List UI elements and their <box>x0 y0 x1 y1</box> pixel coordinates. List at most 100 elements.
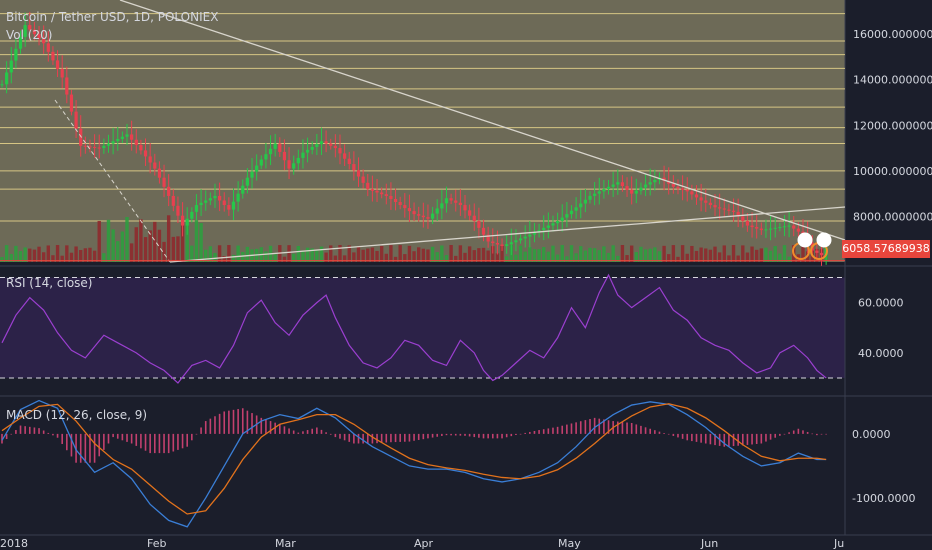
volume-bar <box>366 248 370 262</box>
volume-bar <box>495 253 500 262</box>
macd-histogram-bar <box>584 420 587 434</box>
volume-legend[interactable]: Vol (20) <box>6 28 53 42</box>
macd-histogram-bar <box>529 431 531 434</box>
candle-body <box>468 210 472 216</box>
volume-bar <box>324 252 328 262</box>
macd-histogram-bar <box>292 430 295 434</box>
candle-body <box>139 145 143 151</box>
macd-histogram-bar <box>626 422 628 434</box>
volume-bar <box>384 253 388 262</box>
macd-histogram-bar <box>283 426 286 434</box>
price-axis-tick: 14000.00000000 <box>853 74 932 87</box>
macd-histogram-bar <box>130 433 133 444</box>
candle-body <box>787 225 791 227</box>
macd-histogram-bar <box>751 433 753 445</box>
candle-body <box>171 195 175 206</box>
macd-histogram-bar <box>251 413 253 434</box>
macd-histogram-bar <box>649 428 651 434</box>
candle-body <box>352 164 356 171</box>
volume-bar <box>116 241 120 262</box>
macd-histogram-bar <box>566 424 568 434</box>
volume-bar <box>504 256 509 262</box>
macd-histogram-bar <box>760 433 763 444</box>
macd-histogram-bar <box>311 428 314 434</box>
macd-histogram-bar <box>728 433 730 447</box>
macd-histogram-bar <box>806 431 809 434</box>
macd-histogram-bar <box>153 433 156 454</box>
candle-body <box>199 202 203 206</box>
candle-body <box>282 151 287 161</box>
volume-bar <box>634 252 639 262</box>
macd-histogram-bar <box>209 418 212 434</box>
macd-histogram-bar <box>765 433 767 442</box>
idea-badge-icon <box>816 232 832 248</box>
volume-bar <box>241 251 245 262</box>
volume-bar <box>217 245 222 262</box>
macd-histogram-bar <box>126 433 128 442</box>
macd-histogram-bar <box>288 428 290 434</box>
volume-bar <box>759 248 764 262</box>
macd-line <box>1 399 827 528</box>
macd-histogram-bar <box>98 433 101 457</box>
macd-histogram-bar <box>353 433 355 444</box>
macd-histogram-bar <box>691 433 693 442</box>
candle-body <box>79 128 83 146</box>
candle-body <box>713 205 717 208</box>
macd-histogram-bar <box>348 433 351 442</box>
time-axis-tick: Ju <box>833 537 844 550</box>
candle-body <box>472 215 476 221</box>
symbol-title[interactable]: Bitcoin / Tether USD, 1D, POLONIEX <box>6 10 219 24</box>
volume-bar <box>46 245 50 262</box>
candle-body <box>505 244 509 247</box>
volume-bar <box>389 245 393 262</box>
price-axis-tick: 8000.00000000 <box>853 210 932 223</box>
volume-bar <box>213 253 217 262</box>
macd-histogram-bar <box>61 433 63 444</box>
volume-bar <box>444 255 449 262</box>
candle-body <box>671 183 675 187</box>
candle-body <box>37 34 41 39</box>
macd-histogram-bar <box>672 433 675 436</box>
candle-body <box>477 220 481 228</box>
candle-body <box>310 146 314 150</box>
macd-histogram-bar <box>533 431 536 434</box>
macd-histogram-bar <box>464 433 466 436</box>
volume-bar <box>741 245 745 262</box>
volume-bar <box>620 245 625 262</box>
volume-bar <box>166 215 171 262</box>
macd-histogram-bar <box>482 433 485 439</box>
volume-bar <box>560 245 564 262</box>
macd-legend[interactable]: MACD (12, 26, close, 9) <box>6 408 148 422</box>
candle-body <box>185 218 189 226</box>
candle-body <box>319 141 324 145</box>
candle-body <box>329 143 333 146</box>
macd-histogram-bar <box>376 433 378 444</box>
macd-histogram-bar <box>357 433 360 444</box>
candle-body <box>389 195 393 199</box>
volume-bar <box>717 252 722 262</box>
volume-bar <box>403 254 407 262</box>
macd-histogram-bar <box>306 430 309 434</box>
volume-bar <box>120 231 125 262</box>
macd-histogram-bar <box>228 410 230 434</box>
volume-bar <box>421 248 426 262</box>
candle-body <box>796 228 800 232</box>
volume-bar <box>143 237 148 262</box>
macd-histogram-bar <box>468 433 471 437</box>
volume-bar <box>694 250 699 262</box>
macd-histogram-bar <box>75 433 77 463</box>
volume-bar <box>296 246 301 262</box>
macd-histogram-bar <box>371 433 374 444</box>
volume-bar <box>264 251 268 262</box>
volume-bar <box>643 249 648 262</box>
rsi-legend[interactable]: RSI (14, close) <box>6 276 93 290</box>
volume-bar <box>532 249 537 262</box>
candle-body <box>625 186 629 190</box>
volume-bar <box>139 219 143 262</box>
candle-body <box>333 145 337 149</box>
volume-bar <box>23 247 27 262</box>
volume-bar <box>134 227 138 262</box>
volume-bar <box>481 247 486 262</box>
macd-histogram-bar <box>181 433 184 449</box>
